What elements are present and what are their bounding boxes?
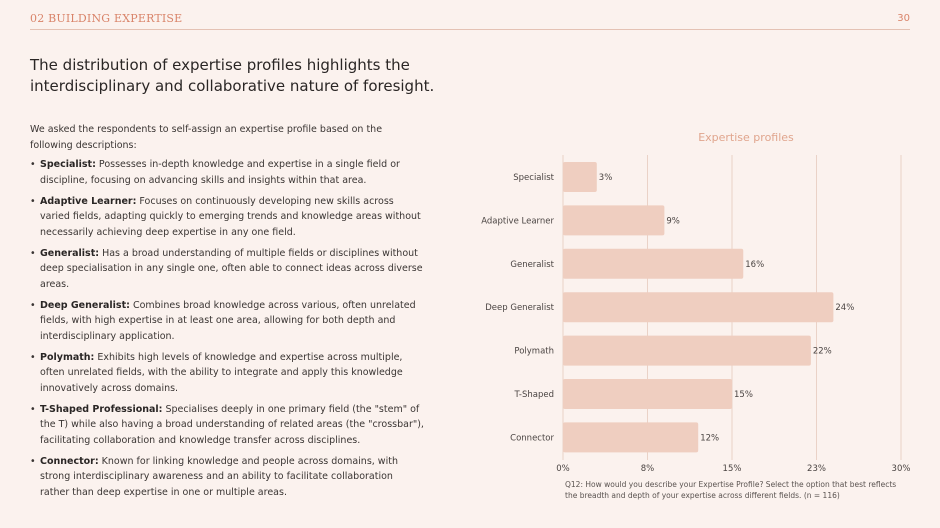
data-label: 16% (745, 260, 764, 270)
description-item: Connector: Known for linking knowledge a… (30, 454, 425, 501)
data-label: 22% (813, 347, 832, 357)
category-label: Specialist (513, 173, 554, 183)
description-term: Polymath: (40, 351, 95, 363)
data-label: 24% (835, 303, 854, 313)
data-label: 15% (734, 390, 753, 400)
category-label: Deep Generalist (485, 303, 554, 313)
description-item: Polymath: Exhibits high levels of knowle… (30, 350, 425, 397)
expertise-profiles-chart: Expertise profiles 0% 8% 15% 23% 30% Specialis… (481, 131, 911, 474)
category-label: Adaptive Learner (481, 216, 554, 226)
data-label: 12% (700, 433, 719, 443)
description-text: Specialises deeply in one primary field … (40, 403, 424, 446)
description-term: T-Shaped Professional: (40, 403, 163, 415)
bar (563, 422, 699, 453)
description-item: Specialist: Possesses in-depth knowledge… (30, 157, 425, 188)
bar (563, 162, 597, 192)
bar (563, 205, 665, 236)
data-label: 9% (666, 216, 680, 226)
description-text: Known for linking knowledge and people a… (40, 455, 398, 498)
bar (563, 292, 834, 323)
description-text: Combines broad knowledge across various,… (40, 299, 416, 342)
x-tick-label: 8% (641, 464, 655, 474)
description-item: T-Shaped Professional: Specialises deepl… (30, 402, 425, 449)
description-item: Adaptive Learner: Focuses on continuousl… (30, 194, 425, 241)
description-item: Generalist: Has a broad understanding of… (30, 246, 425, 293)
category-label: Generalist (510, 260, 554, 270)
x-tick-label: 0% (556, 464, 570, 474)
bar (563, 335, 811, 366)
x-tick-label: 23% (807, 464, 826, 474)
chart-footnote: Q12: How would you describe your Experti… (565, 480, 897, 500)
category-label: Connector (510, 433, 554, 443)
description-text: Has a broad understanding of multiple fi… (40, 247, 423, 290)
x-tick-label: 30% (892, 464, 911, 474)
bar (563, 379, 732, 409)
description-term: Specialist: (40, 159, 96, 170)
section-label: 02 BUILDING EXPERTISE (30, 12, 183, 25)
description-term: Generalist: (40, 247, 100, 259)
intro-text: We asked the respondents to self-assign … (30, 124, 383, 151)
profile-description-list: Specialist: Possesses in-depth knowledge… (30, 157, 425, 506)
description-term: Deep Generalist: (40, 299, 130, 311)
description-text: Exhibits high levels of knowledge and ex… (40, 351, 403, 394)
description-item: Deep Generalist: Combines broad knowledg… (30, 298, 425, 345)
data-label: 3% (599, 173, 613, 183)
description-text: Focuses on continuously developing new s… (40, 195, 421, 238)
chart-title: Expertise profiles (698, 131, 794, 144)
header-divider (30, 29, 910, 30)
page-number: 30 (897, 13, 910, 24)
description-term: Adaptive Learner: (40, 195, 137, 207)
description-term: Connector: (40, 455, 99, 467)
bar (563, 248, 744, 279)
page-title: The distribution of expertise profiles h… (30, 56, 435, 95)
description-text: Possesses in-depth knowledge and experti… (40, 159, 400, 186)
category-label: T-Shaped (514, 390, 555, 400)
category-label: Polymath (514, 347, 554, 357)
x-tick-label: 15% (723, 464, 742, 474)
